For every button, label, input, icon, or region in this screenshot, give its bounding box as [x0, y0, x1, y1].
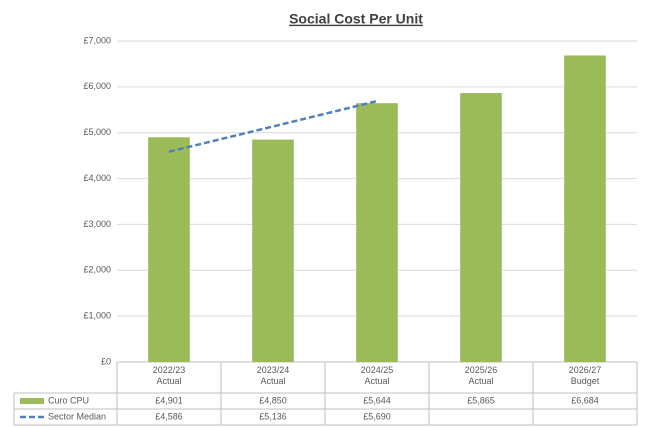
- bar: [356, 103, 398, 363]
- y-tick-label: £1,000: [83, 311, 111, 321]
- legend-label: Curo CPU: [48, 395, 89, 405]
- x-tick-label-box: 2025/26 Actual: [464, 365, 498, 386]
- data-table-cell: £5,690: [363, 411, 391, 421]
- bar: [148, 137, 190, 362]
- x-tick-label: 2022/23 Actual: [152, 365, 186, 386]
- y-tick-label: £3,000: [83, 219, 111, 229]
- data-table-cell: £4,901: [155, 395, 183, 405]
- y-tick-label: £5,000: [83, 127, 111, 137]
- y-tick-label: £6,000: [83, 81, 111, 91]
- data-table-cell: £6,684: [571, 395, 599, 405]
- x-tick-label: 2024/25 Actual: [360, 365, 394, 386]
- data-table-cell: £5,865: [467, 395, 495, 405]
- data-table-cell: £4,850: [259, 395, 287, 405]
- bar: [460, 93, 502, 363]
- data-table-cell: £5,136: [259, 411, 287, 421]
- x-tick-label-box: 2023/24 Actual: [256, 365, 290, 386]
- x-tick-label: 2023/24 Actual: [256, 365, 290, 386]
- chart-title: Social Cost Per Unit: [289, 11, 423, 27]
- y-tick-label: £2,000: [83, 265, 111, 275]
- legend-swatch: [20, 398, 44, 404]
- x-tick-label-box: 2024/25 Actual: [360, 365, 394, 386]
- data-table-cell: £4,586: [155, 411, 183, 421]
- x-tick-label: 2026/27 Budget: [568, 365, 602, 386]
- x-tick-label-box: 2022/23 Actual: [152, 365, 186, 386]
- y-tick-label: £7,000: [83, 35, 111, 45]
- x-tick-label-box: 2026/27 Budget: [568, 365, 602, 386]
- bar: [564, 55, 606, 363]
- y-tick-label: £4,000: [83, 173, 111, 183]
- bar: [252, 139, 294, 362]
- y-tick-label: £0: [101, 356, 111, 366]
- data-table-cell: £5,644: [363, 395, 391, 405]
- legend-label: Sector Median: [48, 411, 106, 421]
- x-tick-label: 2025/26 Actual: [464, 365, 498, 386]
